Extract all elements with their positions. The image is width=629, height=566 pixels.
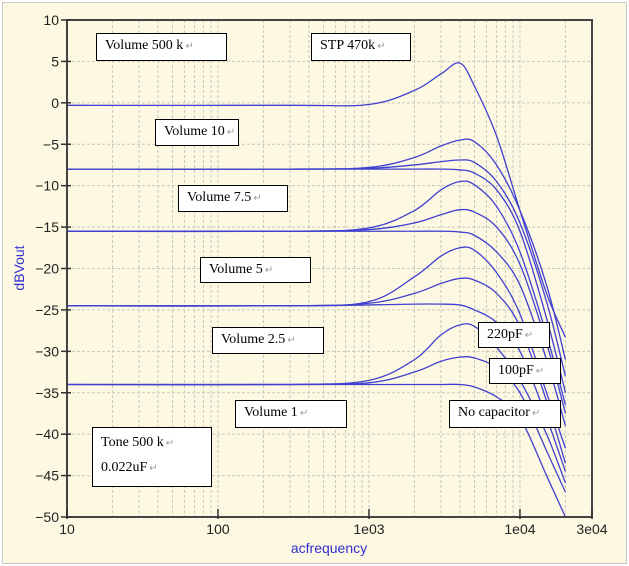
y-tick-label: −35 (35, 385, 59, 401)
y-tick-label: −20 (35, 261, 59, 277)
axes (61, 19, 593, 519)
annotation-no-capacitor: No capacitor ↵ (449, 400, 561, 428)
x-tick-label: 100 (206, 521, 230, 537)
annotation-volume-10: Volume 10 ↵ (155, 119, 239, 146)
annotation-stp-470k: STP 470k ↵ (311, 33, 411, 61)
x-tick-labels: 10 100 1e03 1e04 3e04 (59, 521, 608, 537)
x-axis-label: acfrequency (291, 540, 367, 556)
series-line (67, 168, 567, 393)
x-tick-label: 1e03 (353, 521, 384, 537)
annotation-100pf: 100pF ↵ (489, 358, 561, 384)
y-tick-label: −5 (43, 136, 59, 152)
annotation-volume-500k: Volume 500 k ↵ (96, 33, 227, 61)
y-tick-label: −15 (35, 219, 59, 235)
x-tick-label: 1e04 (504, 521, 535, 537)
annotation-volume-2-5: Volume 2.5 ↵ (212, 327, 324, 354)
y-tick-label: −30 (35, 343, 59, 359)
y-tick-label: 5 (51, 53, 59, 69)
y-tick-label: −50 (35, 509, 59, 525)
annotation-tone-settings: Tone 500 k ↵ 0.022uF ↵ (92, 427, 212, 487)
annotation-volume-7-5: Volume 7.5 ↵ (178, 185, 288, 212)
annotation-volume-5: Volume 5 ↵ (200, 257, 311, 283)
series-line (66, 62, 567, 338)
y-tick-label: −25 (35, 302, 59, 318)
x-tick-label: 10 (59, 521, 75, 537)
annotation-volume-1: Volume 1 ↵ (235, 400, 347, 428)
series-line (66, 230, 567, 427)
y-tick-label: −10 (35, 178, 59, 194)
y-tick-label: −45 (35, 468, 59, 484)
y-axis-label: dBVout (11, 245, 27, 290)
grid (67, 20, 592, 517)
y-tick-labels: 10 5 0 −5 −10 −15 −20 −25 −30 −35 −40 −45 −50 (35, 12, 59, 525)
y-tick-label: −40 (35, 426, 59, 442)
annotation-220pf: 220pF ↵ (478, 322, 550, 348)
x-tick-label: 3e04 (576, 521, 607, 537)
y-tick-label: 0 (51, 95, 59, 111)
y-tick-label: 10 (43, 12, 59, 28)
